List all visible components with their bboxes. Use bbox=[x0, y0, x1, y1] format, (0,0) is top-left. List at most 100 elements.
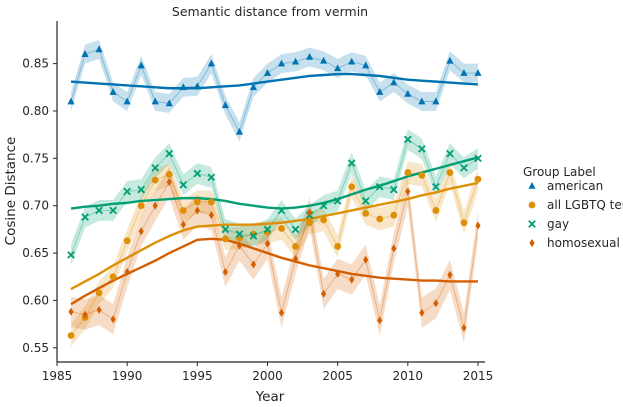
point-american bbox=[474, 69, 482, 76]
x-tick-label: 2000 bbox=[252, 369, 283, 383]
x-tick-label: 2010 bbox=[393, 369, 424, 383]
y-tick-label: 0.80 bbox=[22, 104, 49, 118]
x-marker-stroke bbox=[67, 251, 75, 259]
axes: 1985 1990 1995 2000 2005 2010 2015 0.55 0.60 0.65… bbox=[22, 21, 493, 383]
point-all-lgbtq-terms bbox=[348, 183, 356, 191]
point-gay bbox=[249, 232, 258, 240]
point-all-lgbtq-terms bbox=[207, 198, 215, 206]
point-american bbox=[460, 69, 468, 76]
point-homosexual bbox=[208, 211, 214, 220]
x-marker-stroke bbox=[109, 206, 117, 215]
point-gay bbox=[333, 197, 342, 205]
point-american bbox=[221, 101, 229, 109]
point-gay bbox=[446, 149, 454, 158]
point-homosexual bbox=[377, 316, 383, 325]
point-all-lgbtq-terms bbox=[418, 171, 426, 179]
point-homosexual bbox=[138, 227, 144, 236]
x-marker-stroke bbox=[460, 163, 468, 172]
point-gay bbox=[165, 149, 174, 158]
point-american bbox=[320, 56, 328, 64]
point-homosexual bbox=[222, 268, 228, 277]
x-marker-stroke bbox=[235, 230, 244, 238]
point-all-lgbtq-terms bbox=[137, 202, 145, 210]
point-gay bbox=[179, 181, 188, 189]
point-homosexual bbox=[306, 208, 313, 217]
point-gay bbox=[221, 225, 230, 234]
point-american bbox=[179, 83, 187, 91]
point-american bbox=[95, 45, 103, 53]
point-all-lgbtq-terms bbox=[95, 289, 103, 297]
band-homosexual bbox=[71, 166, 478, 344]
point-american bbox=[263, 69, 272, 76]
x-tick-label: 1990 bbox=[112, 369, 143, 383]
point-all-lgbtq-terms bbox=[362, 209, 370, 217]
point-gay bbox=[347, 159, 356, 167]
point-homosexual bbox=[292, 254, 299, 263]
legend-marker-american bbox=[528, 182, 536, 189]
x-marker-stroke bbox=[277, 206, 286, 215]
point-american bbox=[67, 97, 75, 105]
point-all-lgbtq-terms bbox=[67, 332, 75, 339]
point-all-lgbtq-terms bbox=[306, 219, 313, 227]
point-american bbox=[404, 89, 412, 97]
x-tick-label: 1985 bbox=[42, 369, 73, 383]
x-marker-stroke bbox=[403, 135, 412, 144]
point-american bbox=[235, 127, 244, 135]
point-gay bbox=[95, 206, 103, 215]
point-all-lgbtq-terms bbox=[474, 175, 482, 183]
point-gay bbox=[474, 154, 482, 163]
point-homosexual bbox=[180, 220, 186, 229]
trend-line-homosexual bbox=[70, 237, 478, 306]
point-all-lgbtq-terms bbox=[404, 169, 412, 176]
point-american bbox=[249, 83, 258, 91]
raw-line-homosexual bbox=[70, 180, 479, 329]
trend-line-american bbox=[70, 72, 479, 90]
point-all-lgbtq-terms bbox=[193, 198, 201, 206]
point-all-lgbtq-terms bbox=[109, 273, 117, 281]
point-american bbox=[362, 61, 370, 69]
x-marker-stroke bbox=[333, 197, 342, 205]
point-american bbox=[334, 64, 342, 72]
point-gay bbox=[67, 251, 75, 259]
y-tick-label: 0.85 bbox=[22, 57, 49, 71]
x-marker-stroke bbox=[81, 213, 89, 221]
point-gay bbox=[291, 225, 300, 234]
x-marker-stroke bbox=[528, 220, 536, 228]
point-homosexual bbox=[405, 187, 411, 196]
point-homosexual bbox=[433, 299, 439, 308]
point-homosexual bbox=[236, 241, 243, 250]
point-american bbox=[151, 97, 159, 105]
point-all-lgbtq-terms bbox=[165, 171, 173, 178]
point-homosexual bbox=[68, 307, 74, 316]
point-all-lgbtq-terms bbox=[179, 207, 187, 214]
x-marker-stroke bbox=[249, 232, 258, 240]
point-gay bbox=[460, 163, 468, 172]
point-homosexual bbox=[264, 239, 271, 248]
point-homosexual bbox=[166, 178, 172, 187]
y-tick-label: 0.60 bbox=[22, 293, 49, 307]
trend-line-all-lgbtq-terms bbox=[70, 181, 479, 291]
point-homosexual bbox=[124, 268, 130, 277]
x-marker-stroke bbox=[389, 185, 398, 194]
x-marker-stroke bbox=[151, 163, 160, 172]
point-american bbox=[193, 82, 201, 90]
point-all-lgbtq-terms bbox=[432, 207, 440, 214]
point-homosexual bbox=[194, 206, 200, 215]
point-all-lgbtq-terms bbox=[446, 169, 454, 176]
band-american bbox=[71, 39, 478, 142]
point-american bbox=[432, 97, 440, 105]
point-homosexual bbox=[391, 244, 397, 253]
legend-label-american: american bbox=[547, 179, 603, 193]
point-homosexual bbox=[250, 260, 257, 269]
point-homosexual bbox=[278, 308, 285, 317]
legend-marker-all-lgbtq-terms bbox=[528, 201, 536, 209]
trend-lines bbox=[70, 72, 479, 306]
point-gay bbox=[277, 206, 286, 215]
point-american bbox=[81, 50, 89, 57]
point-american bbox=[137, 61, 145, 69]
point-gay bbox=[137, 185, 146, 194]
point-gay bbox=[263, 225, 272, 234]
x-tick-label: 2015 bbox=[463, 369, 494, 383]
x-marker-stroke bbox=[263, 225, 272, 234]
